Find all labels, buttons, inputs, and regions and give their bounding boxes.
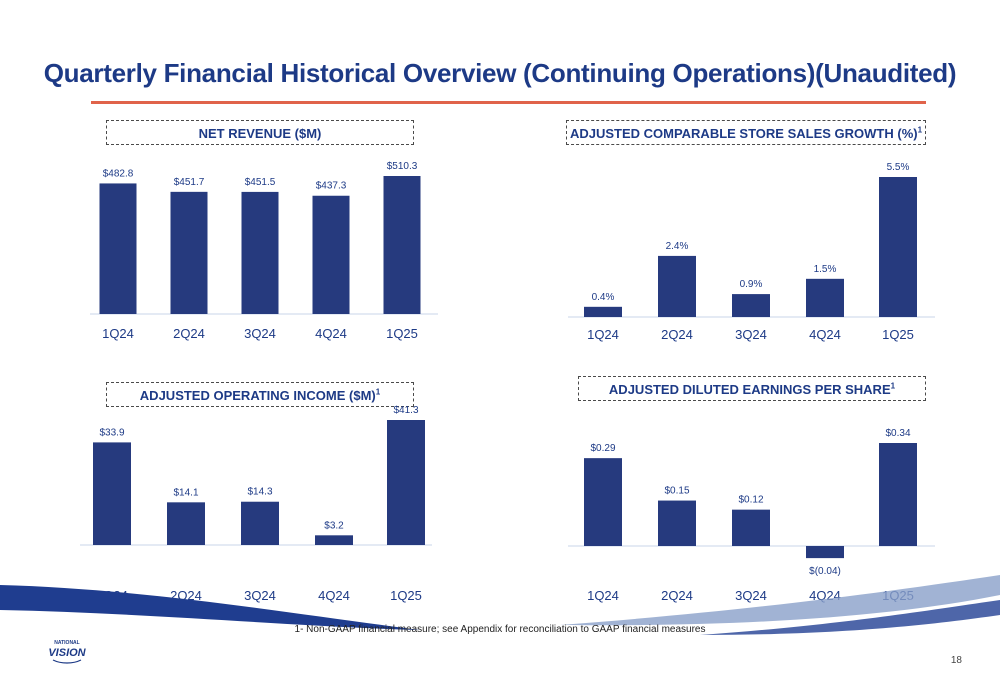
bar-2q24 (658, 500, 696, 546)
bar-1q24 (584, 306, 622, 317)
category-label: 4Q24 (809, 327, 841, 342)
category-label: 1Q25 (386, 326, 418, 341)
category-label: 2Q24 (173, 326, 205, 341)
page-number: 18 (950, 655, 962, 666)
data-label: $0.15 (664, 486, 689, 497)
title-rule (91, 101, 926, 104)
bar-3q24 (241, 191, 279, 314)
category-label: 1Q24 (102, 326, 134, 341)
bar-1q24 (99, 183, 137, 314)
chart-title-text: NET REVENUE ($M) (198, 126, 322, 141)
chart-title-text: ADJUSTED DILUTED EARNINGS PER SHARE (608, 382, 891, 397)
national-vision-logo: NATIONAL VISION (48, 640, 87, 664)
data-label: 0.9% (740, 279, 763, 290)
bar-1q25 (383, 176, 421, 314)
bar-3q24 (241, 501, 279, 545)
category-label: 4Q24 (318, 588, 350, 603)
bar-3q24 (732, 294, 770, 317)
data-label: $14.1 (173, 487, 198, 498)
chart-title-adj-operating-income: ADJUSTED OPERATING INCOME ($M)1 (106, 382, 414, 407)
data-label: $0.34 (885, 428, 910, 439)
data-label: $33.9 (99, 427, 124, 438)
bar-1q25 (879, 443, 917, 546)
page-title: Quarterly Financial Historical Overview … (43, 58, 957, 88)
chart-title-adj-diluted-eps: ADJUSTED DILUTED EARNINGS PER SHARE1 (578, 376, 926, 401)
chart-title-text: ADJUSTED OPERATING INCOME ($M) (139, 388, 376, 403)
bar-2q24 (170, 191, 208, 314)
chart-title-sup: 1 (890, 381, 896, 391)
footnote: 1- Non-GAAP financial measure; see Appen… (294, 624, 706, 635)
category-label: 1Q25 (390, 588, 422, 603)
bar-2q24 (658, 255, 696, 317)
footer-swoosh (0, 575, 1000, 685)
data-label: 2.4% (666, 241, 689, 252)
category-label: 3Q24 (735, 327, 767, 342)
data-label: 0.4% (592, 292, 615, 303)
bar-3q24 (732, 509, 770, 546)
data-label: $(0.04) (809, 566, 841, 577)
data-label: $482.8 (103, 168, 134, 179)
data-label: 1.5% (814, 264, 837, 275)
category-label: 3Q24 (244, 588, 276, 603)
category-label: 3Q24 (735, 588, 767, 603)
logo-line2: VISION (48, 647, 86, 659)
data-label: $451.7 (174, 177, 205, 188)
category-label: 3Q24 (244, 326, 276, 341)
bar-4q24 (312, 195, 350, 314)
data-label: $0.29 (590, 443, 615, 454)
chart-title-adj-comp-store-sales: ADJUSTED COMPARABLE STORE SALES GROWTH (… (566, 120, 926, 145)
chart-title-text: ADJUSTED COMPARABLE STORE SALES GROWTH (… (569, 126, 918, 141)
data-label: $437.3 (316, 181, 347, 192)
category-label: 4Q24 (315, 326, 347, 341)
category-label: 2Q24 (661, 327, 693, 342)
bar-1q24 (93, 442, 131, 545)
bar-1q25 (387, 420, 425, 545)
data-label: 5.5% (887, 162, 910, 173)
logo-line1: NATIONAL (54, 640, 79, 646)
bar-4q24 (315, 535, 353, 545)
chart-title-sup: 1 (917, 125, 923, 135)
bar-4q24 (806, 278, 844, 317)
data-label: $451.5 (245, 177, 276, 188)
bar-1q25 (879, 177, 917, 317)
bar-2q24 (167, 502, 205, 545)
category-label: 2Q24 (661, 588, 693, 603)
bar-1q24 (584, 458, 622, 546)
bar-4q24 (806, 546, 844, 559)
category-label: 1Q24 (587, 327, 619, 342)
data-label: $510.3 (387, 161, 418, 172)
category-label: 1Q24 (587, 588, 619, 603)
data-label: $14.3 (247, 487, 272, 498)
chart-title-sup: 1 (375, 387, 381, 397)
category-label: 1Q25 (882, 327, 914, 342)
data-label: $41.3 (393, 405, 418, 416)
data-label: $3.2 (324, 520, 344, 531)
data-label: $0.12 (738, 495, 763, 506)
chart-title-net-revenue: NET REVENUE ($M) (106, 120, 414, 145)
